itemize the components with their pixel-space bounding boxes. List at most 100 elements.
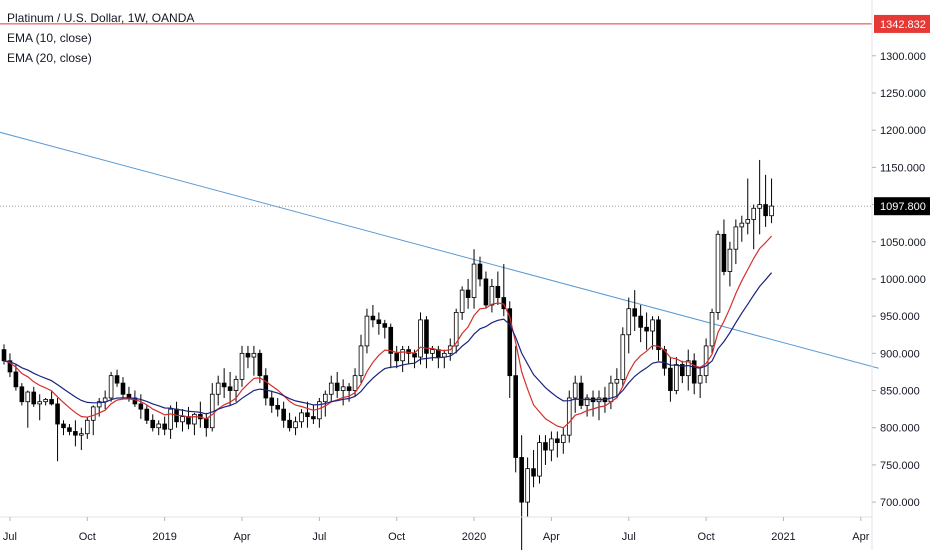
candle[interactable] <box>596 390 602 421</box>
candle[interactable] <box>388 323 394 369</box>
candle[interactable] <box>382 319 388 339</box>
candle[interactable] <box>733 219 739 265</box>
candle[interactable] <box>561 427 566 454</box>
candle[interactable] <box>555 431 560 458</box>
candle[interactable] <box>751 204 756 250</box>
candle[interactable] <box>79 427 84 451</box>
candle[interactable] <box>632 290 637 332</box>
candle[interactable] <box>90 405 96 436</box>
candle[interactable] <box>424 316 429 369</box>
candle[interactable] <box>626 297 632 354</box>
candle[interactable] <box>114 369 120 387</box>
candle[interactable] <box>394 345 399 369</box>
candle[interactable] <box>251 345 257 376</box>
candle[interactable] <box>501 264 507 317</box>
candle[interactable] <box>638 304 643 343</box>
candle[interactable] <box>215 375 221 406</box>
candle[interactable] <box>715 230 721 320</box>
candle[interactable] <box>685 349 691 391</box>
candle[interactable] <box>757 159 762 235</box>
candle[interactable] <box>299 409 304 428</box>
candle[interactable] <box>763 174 768 227</box>
candle[interactable] <box>275 397 280 417</box>
candle[interactable] <box>495 271 501 305</box>
candle[interactable] <box>203 412 209 437</box>
candle[interactable] <box>293 416 298 436</box>
candle[interactable] <box>370 304 376 328</box>
candle[interactable] <box>49 390 54 406</box>
candle[interactable] <box>340 379 346 406</box>
candle[interactable] <box>465 278 471 309</box>
candle[interactable] <box>37 394 42 421</box>
candle[interactable] <box>739 215 745 242</box>
candle[interactable] <box>263 368 269 406</box>
candle[interactable] <box>305 401 310 428</box>
candle[interactable] <box>531 450 536 488</box>
candle[interactable] <box>168 405 173 439</box>
candle[interactable] <box>525 457 530 517</box>
candle[interactable] <box>311 405 316 425</box>
candle[interactable] <box>513 345 518 473</box>
ema20-legend[interactable]: EMA (20, close) <box>7 51 92 65</box>
candle[interactable] <box>102 390 108 410</box>
trendline[interactable] <box>0 130 879 369</box>
candle[interactable] <box>156 420 162 436</box>
candle[interactable] <box>697 368 703 398</box>
candle[interactable] <box>120 377 126 400</box>
candle[interactable] <box>477 256 483 287</box>
candle[interactable] <box>459 286 465 320</box>
candle[interactable] <box>7 353 13 378</box>
candle[interactable] <box>317 397 322 428</box>
candle[interactable] <box>328 375 334 402</box>
candle[interactable] <box>549 431 554 462</box>
candle[interactable] <box>543 435 548 465</box>
candle[interactable] <box>614 368 620 398</box>
candle[interactable] <box>453 308 459 354</box>
candle[interactable] <box>590 390 596 417</box>
candle[interactable] <box>364 308 370 354</box>
candle[interactable] <box>108 371 114 402</box>
candle[interactable] <box>572 375 578 413</box>
candle[interactable] <box>287 412 292 432</box>
candle[interactable] <box>25 390 31 428</box>
candle[interactable] <box>43 397 48 406</box>
candle[interactable] <box>358 334 364 384</box>
candle[interactable] <box>138 394 144 419</box>
candle[interactable] <box>281 401 286 428</box>
candle[interactable] <box>209 383 215 432</box>
candle[interactable] <box>578 375 584 410</box>
candle[interactable] <box>269 390 275 413</box>
candle[interactable] <box>650 316 655 350</box>
candle[interactable] <box>245 345 251 369</box>
candle[interactable] <box>680 360 685 384</box>
candle[interactable] <box>727 241 733 287</box>
candle[interactable] <box>61 420 66 436</box>
candle[interactable] <box>674 357 679 395</box>
candle[interactable] <box>55 397 60 462</box>
candle[interactable] <box>198 401 203 428</box>
candle[interactable] <box>644 312 649 350</box>
candle[interactable] <box>221 368 227 398</box>
candle[interactable] <box>769 178 774 224</box>
candle[interactable] <box>620 327 626 387</box>
candle[interactable] <box>745 178 751 235</box>
candle[interactable] <box>519 435 524 555</box>
candle[interactable] <box>73 420 78 447</box>
candle[interactable] <box>537 435 542 484</box>
candle[interactable] <box>441 349 447 369</box>
candle[interactable] <box>471 249 477 309</box>
candle[interactable] <box>721 219 727 276</box>
candle[interactable] <box>334 371 340 398</box>
candle[interactable] <box>668 357 673 402</box>
candle[interactable] <box>584 394 590 417</box>
candle[interactable] <box>144 405 150 425</box>
candle[interactable] <box>691 353 697 395</box>
candle[interactable] <box>608 375 614 410</box>
candle[interactable] <box>406 345 411 365</box>
candle[interactable] <box>13 364 19 391</box>
candle[interactable] <box>400 345 405 372</box>
candle[interactable] <box>186 406 191 430</box>
candle[interactable] <box>376 312 382 335</box>
